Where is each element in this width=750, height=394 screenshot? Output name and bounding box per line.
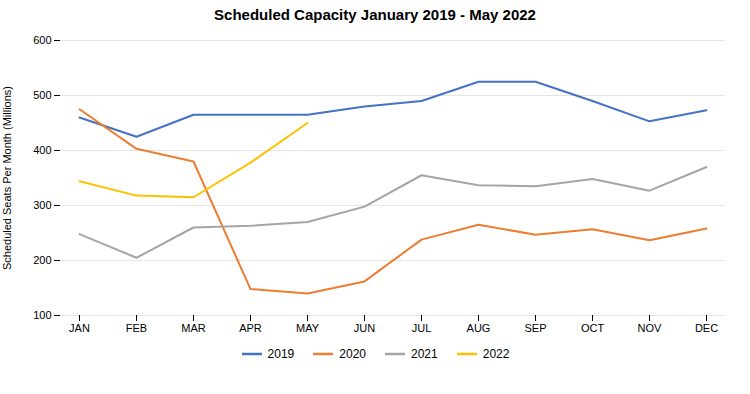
- svg-text:600: 600: [33, 34, 51, 46]
- svg-text:Scheduled Seats Per Month (Mil: Scheduled Seats Per Month (Millions): [1, 86, 13, 270]
- svg-text:SEP: SEP: [524, 322, 546, 334]
- html-text:2020: 2020: [339, 347, 366, 361]
- svg-text:JUN: JUN: [354, 322, 375, 334]
- svg-text:DEC: DEC: [695, 322, 718, 334]
- svg-text:OCT: OCT: [581, 322, 605, 334]
- svg-text:APR: APR: [239, 322, 262, 334]
- svg-text:JUL: JUL: [412, 322, 432, 334]
- svg-text:JAN: JAN: [69, 322, 90, 334]
- html-text:2019: 2019: [267, 347, 295, 361]
- svg-text:300: 300: [33, 199, 51, 211]
- svg-text:MAY: MAY: [296, 322, 320, 334]
- svg-text:FEB: FEB: [126, 322, 147, 334]
- svg-text:MAR: MAR: [181, 322, 206, 334]
- html-text:2022: 2022: [482, 347, 510, 361]
- html-text:Scheduled Capacity January 201: Scheduled Capacity January 2019 - May 20…: [214, 6, 536, 23]
- svg-text:NOV: NOV: [638, 322, 663, 334]
- svg-text:400: 400: [33, 144, 51, 156]
- svg-text:500: 500: [33, 89, 51, 101]
- html-text:2021: 2021: [411, 347, 438, 361]
- svg-text:100: 100: [33, 309, 51, 321]
- svg-text:AUG: AUG: [467, 322, 491, 334]
- svg-text:200: 200: [33, 254, 51, 266]
